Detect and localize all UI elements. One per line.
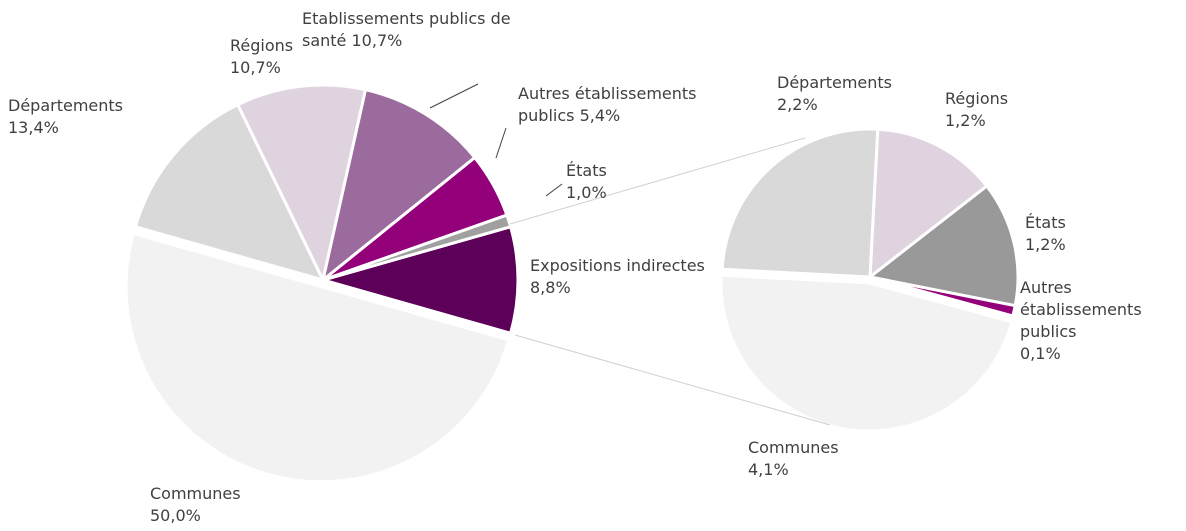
category-name: États <box>1025 213 1066 232</box>
category-name: Régions <box>230 36 294 55</box>
pie-slice <box>133 102 326 283</box>
slice-label: Expositions indirectes 8,8% <box>530 255 710 299</box>
connector <box>509 137 806 225</box>
slice-label: Régions 1,2% <box>945 88 1045 132</box>
pie-slice <box>317 224 520 336</box>
value-label: 4,1% <box>748 460 789 479</box>
value-label: 1,0% <box>566 183 607 202</box>
value-label: 2,2% <box>777 95 818 114</box>
slice-label: Autres établissements publics 0,1% <box>1020 277 1165 365</box>
slice-label: Départements 13,4% <box>8 95 148 139</box>
category-name: Autres établissements publics <box>518 84 697 125</box>
category-name: Départements <box>8 96 123 115</box>
pie-slice <box>866 183 1020 308</box>
slice-label: Régions 10,7% <box>230 35 330 79</box>
value-label: 1,2% <box>945 111 986 130</box>
category-name: Communes <box>748 438 839 457</box>
value-label: 10,7% <box>230 58 281 77</box>
pie-slice <box>720 127 880 279</box>
value-label: 13,4% <box>8 118 59 137</box>
category-name: Départements <box>777 73 892 92</box>
value-label: 8,8% <box>530 278 571 297</box>
slice-label: Etablissements publics de santé 10,7% <box>302 8 517 52</box>
slice-label: Communes 50,0% <box>150 483 260 527</box>
category-name: Autres établissements publics <box>1020 278 1142 341</box>
leader-line <box>495 127 507 159</box>
value-label: 50,0% <box>150 506 201 525</box>
value-label: 10,7% <box>351 31 403 50</box>
category-name: Expositions indirectes <box>530 256 705 275</box>
category-name: Régions <box>945 89 1009 108</box>
category-name: Etablissements publics de santé <box>302 9 511 50</box>
value-label: 0,1% <box>1020 344 1061 363</box>
pie-slice <box>320 87 477 284</box>
value-label: 1,2% <box>1025 235 1066 254</box>
slice-label: États 1,2% <box>1025 212 1087 256</box>
pie-slice <box>868 127 989 281</box>
value-label: 5,4% <box>579 106 621 125</box>
pie-slice <box>124 231 511 484</box>
connector <box>514 334 831 426</box>
leader-line <box>429 83 479 109</box>
pie-slice <box>322 213 513 282</box>
pie-slice <box>869 275 1017 318</box>
slice-label: Départements 2,2% <box>777 72 917 116</box>
slice-label: Autres établissements publics 5,4% <box>518 83 758 127</box>
leader-line <box>545 183 563 197</box>
slice-label: Communes 4,1% <box>748 437 858 481</box>
category-name: États <box>566 161 607 180</box>
category-name: Communes <box>150 484 241 503</box>
slice-label: États 1,0% <box>566 160 628 204</box>
pie-slice <box>719 273 1014 433</box>
